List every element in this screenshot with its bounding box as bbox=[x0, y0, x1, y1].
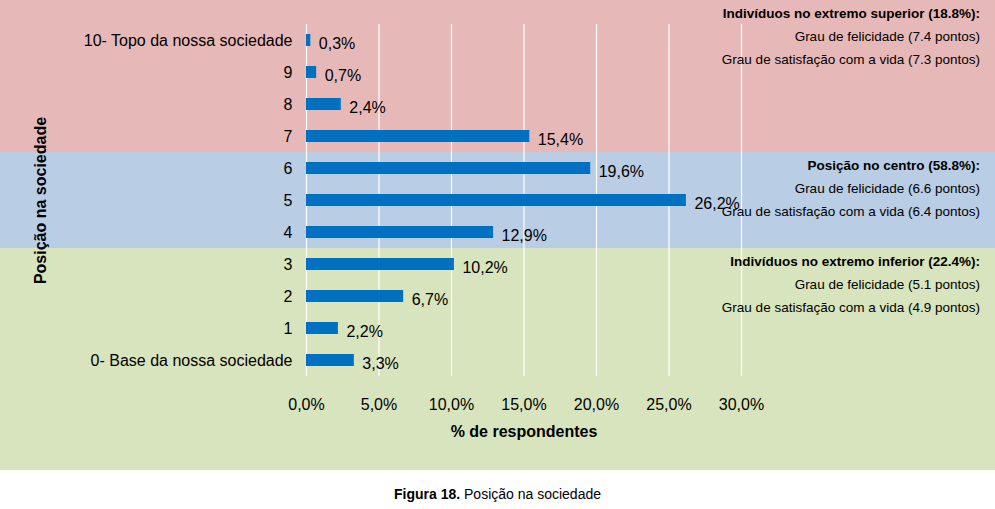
svg-text:6,7%: 6,7% bbox=[412, 291, 448, 308]
svg-text:Grau de satisfação com a vida: Grau de satisfação com a vida (4.9 ponto… bbox=[722, 300, 980, 315]
svg-text:15,4%: 15,4% bbox=[538, 131, 583, 148]
svg-text:0- Base da nossa sociedade: 0- Base da nossa sociedade bbox=[91, 352, 293, 369]
svg-text:3: 3 bbox=[284, 256, 293, 273]
svg-text:10- Topo da nossa sociedade: 10- Topo da nossa sociedade bbox=[84, 32, 293, 49]
svg-text:Posição no centro (58.8%):: Posição no centro (58.8%): bbox=[807, 158, 980, 173]
svg-text:3,3%: 3,3% bbox=[362, 355, 398, 372]
svg-text:10,0%: 10,0% bbox=[429, 396, 474, 413]
svg-text:12,9%: 12,9% bbox=[502, 227, 547, 244]
svg-text:0,0%: 0,0% bbox=[288, 396, 324, 413]
svg-text:Grau de felicidade (7.4 pontos: Grau de felicidade (7.4 pontos) bbox=[795, 29, 980, 44]
svg-text:15,0%: 15,0% bbox=[501, 396, 546, 413]
svg-text:1: 1 bbox=[284, 320, 293, 337]
svg-text:Grau de satisfação com a vida: Grau de satisfação com a vida (7.3 ponto… bbox=[722, 52, 980, 67]
svg-text:5: 5 bbox=[284, 192, 293, 209]
svg-text:Indivíduos no extremo superior: Indivíduos no extremo superior (18.8%): bbox=[723, 6, 980, 21]
svg-text:0,7%: 0,7% bbox=[325, 67, 361, 84]
html-text:Figura 18. Posição na sociedad: Figura 18. Posição na sociedade bbox=[394, 486, 601, 502]
svg-text:26,2%: 26,2% bbox=[694, 194, 740, 212]
svg-text:2,2%: 2,2% bbox=[346, 323, 382, 340]
svg-text:6: 6 bbox=[284, 160, 293, 177]
svg-text:Grau de felicidade (5.1 pontos: Grau de felicidade (5.1 pontos) bbox=[795, 277, 980, 292]
svg-text:% de respondentes: % de respondentes bbox=[451, 423, 598, 440]
svg-text:Indivíduos no extremo inferior: Indivíduos no extremo inferior (22.4%): bbox=[730, 254, 980, 269]
svg-text:Posição na sociedade: Posição na sociedade bbox=[32, 117, 49, 284]
svg-text:2,4%: 2,4% bbox=[349, 99, 385, 116]
svg-text:9: 9 bbox=[284, 64, 293, 81]
svg-text:Grau de felicidade (6.6 pontos: Grau de felicidade (6.6 pontos) bbox=[795, 181, 980, 196]
svg-text:7: 7 bbox=[284, 128, 293, 145]
svg-text:Grau de satisfação com a vida: Grau de satisfação com a vida (6.4 ponto… bbox=[722, 204, 980, 219]
svg-text:5,0%: 5,0% bbox=[361, 396, 397, 413]
svg-text:20,0%: 20,0% bbox=[574, 396, 619, 413]
svg-text:30,0%: 30,0% bbox=[719, 396, 764, 413]
svg-text:0,3%: 0,3% bbox=[319, 35, 355, 52]
svg-text:19,6%: 19,6% bbox=[599, 163, 644, 180]
svg-text:2: 2 bbox=[284, 288, 293, 305]
svg-text:25,0%: 25,0% bbox=[646, 396, 691, 413]
svg-text:4: 4 bbox=[284, 224, 293, 241]
svg-text:10,2%: 10,2% bbox=[462, 259, 507, 276]
svg-text:8: 8 bbox=[284, 96, 293, 113]
